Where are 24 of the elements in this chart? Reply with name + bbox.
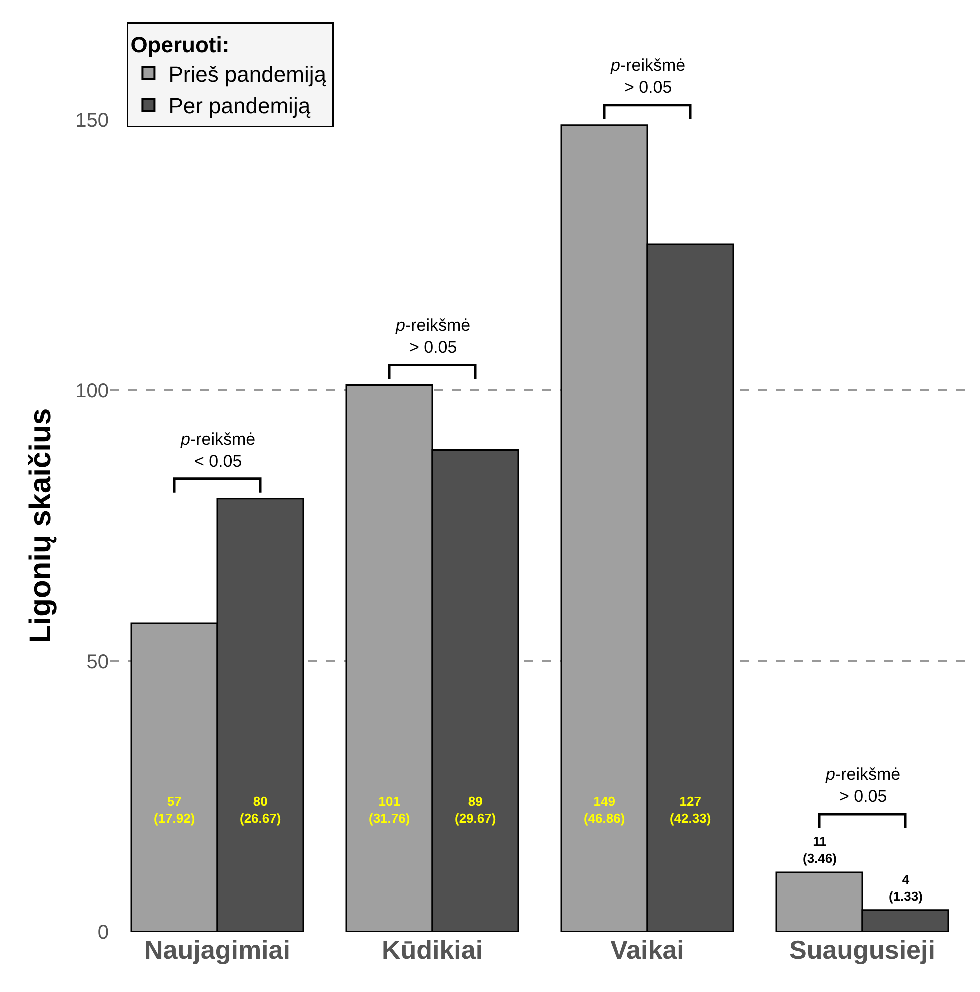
data-label: 4 (1.33) <box>889 872 923 904</box>
data-label: 89 (29.67) <box>455 794 496 826</box>
data-label: 57 (17.92) <box>154 794 196 826</box>
y-tick-label: 150 <box>76 110 109 132</box>
legend-title: Operuoti: <box>130 32 230 58</box>
legend-label: Prieš pandemiją <box>168 62 328 88</box>
y-axis-title: Ligonių skaičius <box>24 408 58 644</box>
text: p-reikšmė > 0.05 <box>610 56 686 98</box>
legend-label: Per pandemiją <box>168 94 312 119</box>
data-label: 11 (3.46) <box>803 834 837 866</box>
x-tick-label: Vaikai <box>610 935 684 965</box>
data-label: 127 (42.33) <box>670 794 712 826</box>
annotation: p-reikšmė < 0.05 <box>180 430 256 472</box>
data-label: 101 (31.76) <box>369 794 410 826</box>
data-label: 149 (46.86) <box>584 794 626 826</box>
x-tick-label: Kūdikiai <box>382 935 484 965</box>
x-tick-label: Suaugusieji <box>790 935 936 965</box>
y-tick-label: 50 <box>86 651 109 674</box>
annotation: p-reikšmė > 0.05 <box>825 765 901 806</box>
annotation: p-reikšmė > 0.05 <box>395 316 471 358</box>
y-tick-label: 100 <box>76 380 109 403</box>
y-tick-label: 0 <box>98 922 109 944</box>
data-label: 80 (26.67) <box>240 794 282 826</box>
x-tick-label: Naujagimiai <box>144 935 290 965</box>
